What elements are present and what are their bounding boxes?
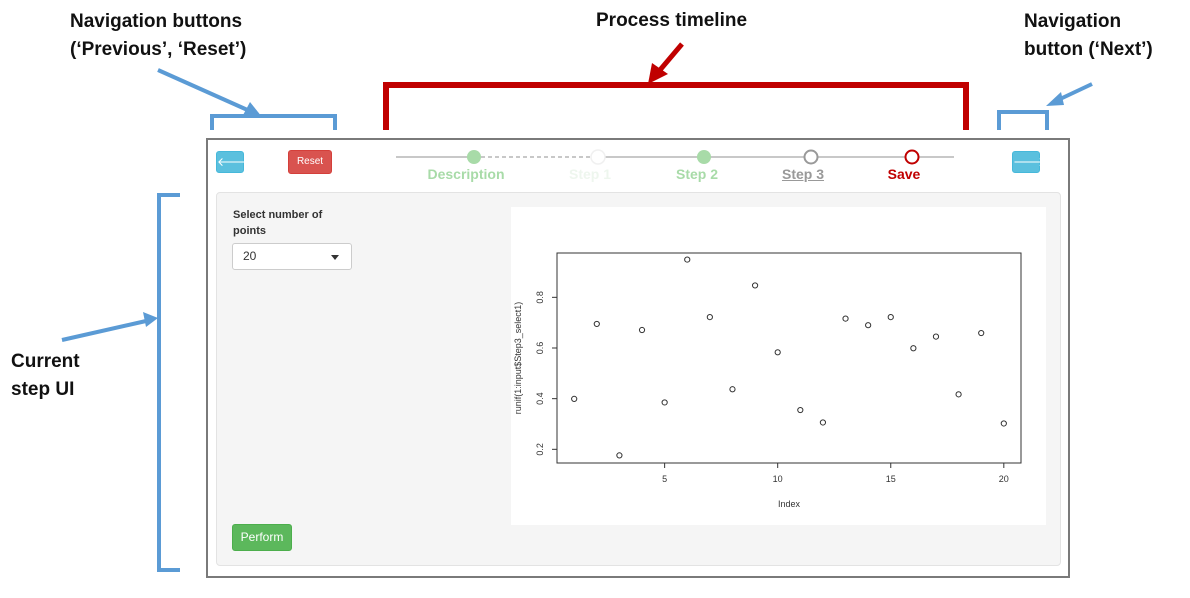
app-window: 🡐 Reset Description Step 1 Step 2 Step 3…	[206, 138, 1070, 578]
y-tick-label: 0.4	[535, 392, 545, 405]
scatter-point	[638, 326, 646, 334]
step-ui-bracket	[157, 193, 180, 572]
nav-right-arrowhead	[1046, 92, 1064, 106]
x-tick-label: 15	[886, 474, 896, 484]
arrow-left-icon: 🡐	[217, 155, 250, 169]
process-timeline: Description Step 1 Step 2 Step 3 Save	[208, 140, 1068, 190]
y-axis-label: runif(1:input$Step3_select1)	[513, 302, 523, 415]
timeline-node-step1[interactable]	[590, 149, 606, 165]
nav-left-annotation-line1: Navigation buttons	[70, 11, 243, 32]
timeline-label-description[interactable]: Description	[427, 166, 505, 182]
scatter-point	[593, 320, 600, 328]
scatter-point	[661, 399, 668, 406]
scatter-point	[616, 452, 623, 459]
scatter-point	[706, 313, 713, 321]
timeline-node-save[interactable]	[904, 149, 920, 165]
select-points-label: Select number of points	[233, 209, 323, 237]
timeline-arrow	[658, 42, 684, 72]
points-select-value: 20	[243, 249, 257, 263]
nav-right-annotation-line2: button (‘Next’)	[1024, 39, 1153, 60]
nav-right-arrow	[1057, 82, 1093, 102]
step-ui-annotation: Current step UI	[11, 348, 80, 404]
step-ui-annotation-line1: Current	[11, 351, 80, 372]
x-tick-label: 5	[662, 474, 667, 484]
y-tick-label: 0.6	[535, 342, 545, 355]
nav-right-annotation: Navigation button (‘Next’)	[1024, 8, 1153, 64]
nav-left-annotation: Navigation buttons (‘Previous’, ‘Reset’)	[70, 8, 246, 64]
nav-left-bracket	[210, 114, 337, 130]
x-tick-label: 20	[999, 474, 1009, 484]
next-button[interactable]: 🡒	[1012, 151, 1045, 173]
current-step-panel: Select number of points 20 5 10 15 20 0.2 0.4…	[216, 192, 1061, 566]
scatter-plot: 5 10 15 20 0.2 0.4 0.6 0.8 Index runif(1:input$St…	[511, 207, 1046, 525]
timeline-label-step3[interactable]: Step 3	[781, 166, 825, 182]
x-axis-label: Index	[778, 499, 801, 509]
timeline-bracket	[383, 82, 969, 130]
step-ui-annotation-line2: step UI	[11, 379, 75, 400]
timeline-node-description[interactable]	[467, 150, 481, 164]
timeline-node-step2[interactable]	[697, 150, 711, 164]
scatter-point	[865, 322, 872, 329]
previous-button[interactable]: 🡐	[216, 151, 249, 173]
nav-right-bracket	[997, 110, 1049, 130]
step-ui-arrow	[61, 319, 147, 342]
scatter-point	[819, 419, 827, 426]
scatter-point	[774, 349, 781, 356]
scatter-point	[978, 329, 985, 337]
scatter-point	[571, 395, 578, 403]
scatter-point	[751, 282, 759, 289]
reset-button[interactable]: Reset	[288, 150, 332, 174]
scatter-point	[684, 256, 691, 263]
timeline-node-step3[interactable]	[803, 149, 819, 165]
timeline-arrowhead	[648, 63, 668, 84]
nav-left-arrow	[157, 68, 253, 114]
scatter-point	[842, 315, 849, 322]
scatter-point	[887, 313, 894, 321]
scatter-point	[729, 386, 736, 393]
timeline-label-step1[interactable]: Step 1	[568, 166, 612, 182]
timeline-label-step2[interactable]: Step 2	[675, 166, 719, 182]
chevron-down-icon	[331, 255, 339, 260]
y-tick-label: 0.8	[535, 291, 545, 304]
step-ui-arrowhead	[143, 312, 158, 327]
timeline-annotation: Process timeline	[596, 10, 748, 31]
arrow-right-icon: 🡒	[1013, 155, 1046, 169]
plot-box	[556, 252, 1022, 464]
nav-right-annotation-line1: Navigation	[1024, 11, 1122, 32]
scatter-point	[1000, 420, 1007, 427]
nav-left-annotation-line2: (‘Previous’, ‘Reset’)	[70, 39, 247, 60]
points-select[interactable]: 20	[232, 243, 352, 270]
scatter-plot-svg: 5 10 15 20 0.2 0.4 0.6 0.8 Index runif(1:input$St…	[513, 252, 1022, 509]
y-tick-label: 0.2	[535, 443, 545, 456]
scatter-point	[910, 345, 917, 352]
nav-left-arrowhead	[242, 102, 262, 117]
timeline-label-save[interactable]: Save	[887, 166, 921, 182]
scatter-point	[955, 391, 962, 398]
scatter-point	[797, 406, 804, 414]
perform-button[interactable]: Perform	[232, 524, 292, 551]
scatter-point	[932, 333, 940, 340]
x-tick-label: 10	[773, 474, 783, 484]
